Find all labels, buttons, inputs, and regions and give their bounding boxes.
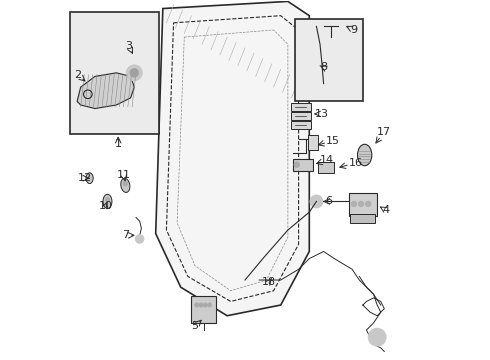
Ellipse shape xyxy=(121,178,130,193)
Bar xyxy=(292,112,311,120)
Circle shape xyxy=(195,303,199,307)
Circle shape xyxy=(126,65,142,81)
Ellipse shape xyxy=(86,173,93,184)
Text: 17: 17 xyxy=(377,127,392,137)
PathPatch shape xyxy=(156,1,309,316)
Circle shape xyxy=(358,201,364,207)
Text: 12: 12 xyxy=(78,173,92,183)
Bar xyxy=(318,162,334,173)
Text: 7: 7 xyxy=(122,230,129,240)
PathPatch shape xyxy=(77,73,134,109)
Text: 13: 13 xyxy=(315,109,329,119)
Circle shape xyxy=(130,68,139,77)
Circle shape xyxy=(203,303,207,307)
Ellipse shape xyxy=(103,194,112,208)
Bar xyxy=(293,158,313,171)
Text: 1: 1 xyxy=(115,139,122,149)
Circle shape xyxy=(366,201,371,207)
Text: 9: 9 xyxy=(350,25,358,35)
Text: 16: 16 xyxy=(349,158,363,168)
Bar xyxy=(70,12,159,134)
Text: 14: 14 xyxy=(320,156,334,165)
Text: 11: 11 xyxy=(117,170,130,180)
Bar xyxy=(292,103,311,111)
Ellipse shape xyxy=(358,144,372,166)
Bar xyxy=(308,135,318,150)
Text: 2: 2 xyxy=(74,69,81,80)
Circle shape xyxy=(351,201,357,207)
Bar xyxy=(350,214,375,223)
Circle shape xyxy=(207,303,212,307)
Text: 15: 15 xyxy=(325,136,340,146)
Bar xyxy=(295,19,363,102)
Text: 3: 3 xyxy=(125,41,132,51)
Text: 18: 18 xyxy=(262,277,276,287)
Circle shape xyxy=(310,195,323,208)
Text: 8: 8 xyxy=(320,63,327,72)
Circle shape xyxy=(105,198,110,202)
Circle shape xyxy=(294,162,300,167)
Text: 10: 10 xyxy=(98,201,113,211)
Bar xyxy=(292,121,311,129)
Circle shape xyxy=(199,303,203,307)
Bar xyxy=(192,296,217,323)
Circle shape xyxy=(123,181,128,186)
Text: 6: 6 xyxy=(325,197,332,206)
Bar xyxy=(348,193,377,216)
Circle shape xyxy=(135,235,144,243)
Text: 5: 5 xyxy=(192,321,198,332)
Circle shape xyxy=(368,328,386,346)
Text: 4: 4 xyxy=(383,205,390,215)
